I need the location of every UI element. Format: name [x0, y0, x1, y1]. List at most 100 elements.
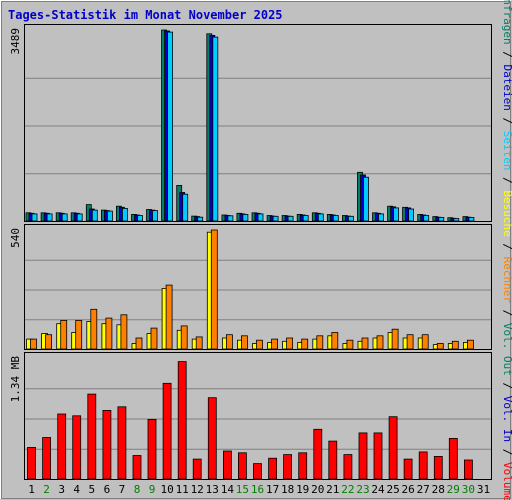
- x-tick-label-day-21: 21: [326, 483, 339, 496]
- x-tick-label-day-5: 5: [88, 483, 95, 496]
- bar-seiten-day-15: [242, 213, 249, 222]
- bar-rechner-day-7: [120, 314, 128, 350]
- x-tick-label-day-30: 30: [462, 483, 475, 496]
- x-tick-label-day-12: 12: [191, 483, 204, 496]
- panel-frame: [24, 24, 492, 222]
- bar-seiten-day-26: [408, 208, 415, 222]
- bar-volumen-day-10: [162, 382, 172, 480]
- bar-volumen-day-30: [463, 459, 473, 480]
- bar-seiten-day-9: [152, 210, 158, 222]
- bar-seiten-day-2: [46, 213, 53, 222]
- bar-volumen-day-20: [313, 428, 323, 480]
- x-tick-label-day-10: 10: [160, 483, 173, 496]
- bar-volumen-day-29: [448, 437, 458, 480]
- bar-seiten-day-18: [287, 215, 294, 222]
- bar-rechner-day-21: [331, 332, 339, 350]
- bar-volumen-day-24: [373, 432, 383, 480]
- bar-seiten-day-20: [317, 213, 324, 222]
- bar-rechner-day-11: [180, 325, 188, 350]
- bar-seiten-day-30: [468, 216, 475, 222]
- bar-volumen-day-17: [268, 457, 278, 480]
- bar-rechner-day-1: [30, 338, 37, 350]
- x-tick-label-day-29: 29: [447, 483, 460, 496]
- x-tick-label-day-20: 20: [311, 483, 324, 496]
- bar-rechner-day-29: [451, 340, 459, 350]
- bar-volumen-day-3: [57, 413, 67, 480]
- bar-volumen-day-2: [42, 437, 51, 480]
- x-tick-label-day-9: 9: [149, 483, 156, 496]
- bar-seiten-day-17: [272, 215, 279, 222]
- legend-separator: /: [501, 171, 512, 191]
- panel-frame: [24, 352, 492, 480]
- x-tick-label-day-19: 19: [296, 483, 309, 496]
- bar-volumen-day-18: [283, 454, 293, 480]
- bar-rechner-day-19: [301, 338, 309, 350]
- bar-seiten-day-8: [137, 215, 143, 222]
- x-tick-label-day-26: 26: [401, 483, 414, 496]
- legend-vertical: Anfragen / Dateien / Seiten / Besuche / …: [501, 0, 512, 500]
- legend-entry: Volumen: [501, 462, 512, 500]
- legend-separator: /: [501, 376, 512, 396]
- bar-volumen-day-28: [433, 455, 443, 480]
- bar-seiten-day-22: [347, 215, 354, 222]
- bar-volumen-day-9: [147, 418, 157, 480]
- bar-volumen-day-7: [117, 406, 127, 480]
- bar-rechner-day-20: [316, 335, 324, 350]
- x-tick-label-day-11: 11: [176, 483, 189, 496]
- bar-rechner-day-4: [75, 319, 83, 350]
- legend-separator: /: [501, 442, 512, 462]
- legend-separator: /: [501, 303, 512, 323]
- bar-volumen-day-16: [253, 463, 262, 480]
- bar-rechner-day-10: [165, 284, 173, 350]
- chart-title: Tages-Statistik im Monat November 2025: [8, 8, 283, 22]
- bar-rechner-day-25: [391, 328, 399, 350]
- x-tick-label-day-23: 23: [356, 483, 369, 496]
- bar-rechner-day-26: [406, 334, 414, 350]
- bar-rechner-day-22: [346, 339, 354, 350]
- bar-seiten-day-16: [257, 213, 264, 222]
- bar-volumen-day-5: [87, 393, 97, 480]
- bar-seiten-day-23: [363, 176, 369, 222]
- x-tick-label-day-31: 31: [477, 483, 490, 496]
- bar-seiten-day-21: [332, 215, 339, 222]
- bar-volumen-day-1: [27, 446, 36, 480]
- bar-volumen-day-19: [298, 452, 308, 480]
- legend-entry: Vol. In: [501, 396, 512, 442]
- bar-volumen-day-23: [358, 432, 368, 480]
- bar-seiten-day-1: [31, 213, 38, 222]
- x-tick-label-day-14: 14: [221, 483, 235, 496]
- bar-rechner-day-12: [195, 336, 203, 350]
- x-tick-label-day-22: 22: [341, 483, 354, 496]
- x-tick-label-day-28: 28: [432, 483, 445, 496]
- x-tick-label-day-17: 17: [266, 483, 279, 496]
- x-tick-label-day-7: 7: [119, 483, 126, 496]
- bar-rechner-day-30: [466, 339, 474, 350]
- y-max-label: 3489: [9, 28, 22, 55]
- x-tick-label-day-1: 1: [28, 483, 35, 496]
- legend-separator: /: [501, 111, 512, 131]
- x-tick-label-day-24: 24: [371, 483, 385, 496]
- x-tick-label-day-2: 2: [43, 483, 50, 496]
- x-tick-label-day-8: 8: [134, 483, 141, 496]
- bar-rechner-day-18: [286, 337, 294, 350]
- legend-entry: Vol. Out: [501, 323, 512, 376]
- legend-entry: Rechner: [501, 257, 512, 304]
- y-max-label: 1.34 MB: [9, 356, 22, 403]
- legend-separator: /: [501, 237, 512, 257]
- bar-rechner-day-15: [240, 335, 248, 350]
- bar-volumen-day-14: [222, 450, 232, 480]
- bar-rechner-day-9: [150, 327, 158, 350]
- bar-volumen-day-11: [177, 361, 187, 480]
- bar-seiten-day-4: [76, 213, 83, 222]
- x-tick-label-day-3: 3: [58, 483, 65, 496]
- bar-rechner-day-27: [421, 334, 429, 350]
- bar-rechner-day-16: [256, 339, 263, 350]
- bar-volumen-day-25: [388, 416, 398, 480]
- bar-seiten-day-5: [91, 209, 98, 222]
- bar-rechner-day-14: [225, 334, 233, 350]
- x-tick-label-day-16: 16: [251, 483, 264, 496]
- bar-seiten-day-24: [378, 213, 384, 222]
- bar-rechner-day-23: [361, 337, 369, 350]
